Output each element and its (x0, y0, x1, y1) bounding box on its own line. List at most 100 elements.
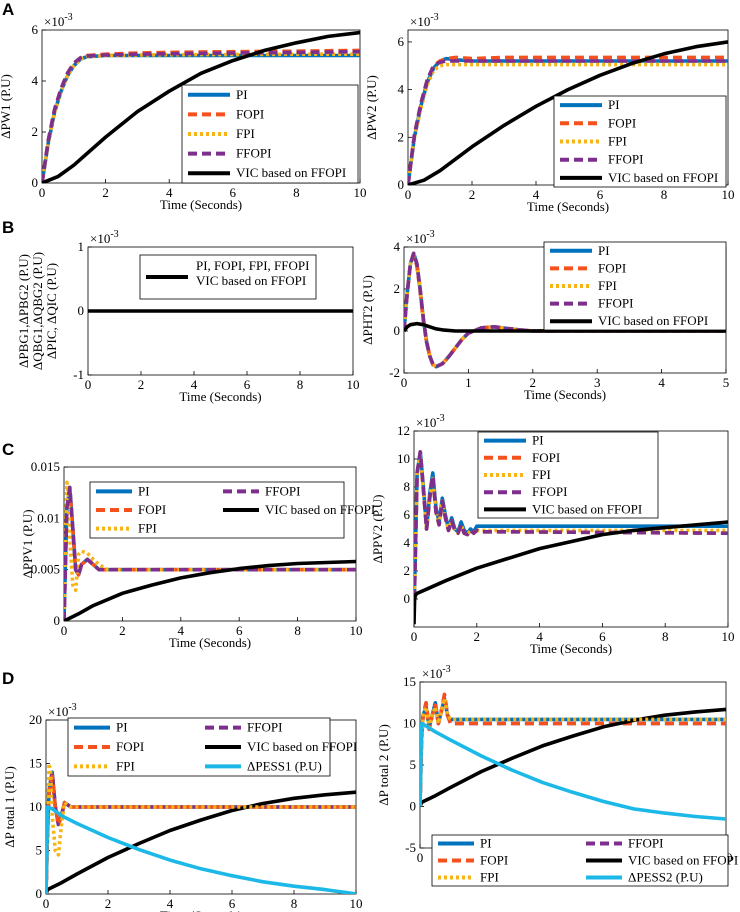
y-tick-label: 4 (394, 239, 401, 254)
x-tick-label: 8 (297, 377, 304, 392)
axis-exponent: ×10-3 (48, 702, 77, 719)
x-tick-label: 8 (294, 623, 301, 638)
y-tick-label: 0 (394, 323, 401, 338)
x-tick-label: 1 (465, 375, 472, 390)
legend-label: VIC based on FFOPI (265, 502, 375, 517)
x-tick-label: 0 (417, 850, 424, 865)
x-tick-label: 8 (662, 629, 669, 644)
x-tick-label: 0 (411, 629, 418, 644)
legend-label: PI, FOPI, FPI, FFOPI (196, 258, 309, 273)
y-tick-label: 0 (32, 175, 39, 190)
y-tick-label: 4 (398, 82, 405, 97)
y-axis-label: ΔPHT2 (P.U) (360, 275, 375, 345)
legend-label: FFOPI (598, 296, 633, 311)
y-tick-label: 0 (404, 591, 411, 606)
axis-exponent-power: -3 (110, 229, 118, 240)
series-line (414, 522, 728, 624)
legend-label: FPI (116, 758, 135, 773)
legend-label: PI (532, 433, 544, 448)
y-tick-label: 5 (410, 757, 417, 772)
x-tick-label: 8 (291, 896, 298, 911)
legend-label: PI (116, 720, 128, 735)
x-tick-label: 2 (102, 185, 109, 200)
legend-label: FFOPI (265, 483, 300, 498)
legend-label: VIC based on FFOPI (196, 273, 306, 288)
x-tick-label: 0 (61, 623, 68, 638)
y-tick-label: -5 (405, 840, 416, 855)
chart-b2: 0 1 2 3 4 5-2024×10-3Time (Seconds)ΔPHT2 (P.U… (360, 229, 729, 402)
legend-label: PI (236, 87, 248, 102)
axis-exponent: ×10-3 (410, 12, 439, 29)
x-tick-label: 5 (723, 375, 730, 390)
y-tick-label: 2 (394, 281, 401, 296)
x-axis-label: Time (Seconds) (160, 908, 242, 912)
x-tick-label: 10 (347, 377, 360, 392)
x-tick-label: 8 (293, 185, 300, 200)
y-axis-label: ΔPW2 (P.U) (364, 75, 379, 140)
axis-exponent-power: -3 (430, 12, 438, 23)
legend-label: FFOPI (236, 146, 271, 161)
series-line (46, 772, 356, 894)
y-tick-label: 6 (32, 22, 39, 37)
y-axis-label: ΔQBG1,ΔQBG2 (P.U) (30, 252, 45, 370)
y-tick-label: 10 (403, 716, 416, 731)
series-line (420, 695, 726, 807)
x-tick-label: 10 (354, 185, 367, 200)
legend-label: FOPI (116, 739, 144, 754)
y-tick-label: -1 (73, 367, 84, 382)
legend-label: FOPI (598, 260, 626, 275)
y-tick-label: 0 (36, 886, 43, 901)
x-axis-label: Time (Seconds) (160, 197, 242, 212)
legend-label: FOPI (480, 853, 508, 868)
axis-exponent: ×10-3 (422, 664, 451, 681)
y-axis-label: ΔP total 2 (P.U) (376, 724, 391, 806)
y-tick-label: 0 (410, 799, 417, 814)
x-tick-label: 10 (350, 896, 363, 911)
legend-label: VIC based on FFOPI (628, 853, 738, 868)
legend-label: VIC based on FFOPI (598, 313, 708, 328)
y-tick-label: 2 (32, 124, 39, 139)
legend-label: VIC based on FFOPI (236, 165, 346, 180)
x-axis-label: Time (Seconds) (530, 641, 612, 656)
legend-label: FOPI (608, 115, 636, 130)
x-tick-label: 10 (722, 187, 735, 202)
axis-exponent-power: -3 (426, 229, 434, 240)
panel-letter-c: C (2, 440, 14, 459)
x-axis-label: Time (Seconds) (179, 389, 261, 404)
x-tick-label: 2 (474, 629, 481, 644)
x-tick-label: 10 (350, 623, 363, 638)
y-tick-label: 0.015 (31, 459, 60, 474)
y-tick-label: 0 (78, 303, 85, 318)
figure: A B C D 0 2 4 6 8 100246×10-3Time (Seconds)ΔP… (0, 0, 740, 912)
x-tick-label: 4 (658, 375, 665, 390)
y-tick-label: 4 (32, 73, 39, 88)
axis-exponent-power: -3 (436, 413, 444, 424)
plot-frame (420, 682, 726, 848)
axis-exponent: ×10-3 (90, 229, 119, 246)
legend-label: FPI (480, 870, 499, 885)
y-axis-label: ΔPBG1,ΔPBG2 (P.U) (16, 254, 31, 368)
y-tick-label: 12 (397, 423, 410, 438)
x-tick-label: 0 (401, 375, 408, 390)
y-tick-label: 20 (29, 712, 42, 727)
x-tick-label: 10 (722, 629, 735, 644)
y-tick-label: -2 (389, 365, 400, 380)
legend-label: FPI (598, 278, 617, 293)
y-tick-label: 4 (404, 535, 411, 550)
y-tick-label: 2 (404, 563, 411, 578)
y-axis-label: ΔP total 1 (P.U) (2, 766, 17, 848)
axis-exponent: ×10-3 (44, 12, 73, 29)
y-axis-label: ΔPPV2 (P.U) (370, 494, 385, 563)
panel-letter-b: B (2, 218, 14, 237)
x-tick-label: 8 (661, 187, 668, 202)
x-tick-label: 2 (119, 623, 126, 638)
x-axis-label: Time (Seconds) (527, 199, 609, 214)
x-tick-label: 2 (469, 187, 476, 202)
y-tick-label: 5 (36, 843, 43, 858)
chart-a2: 0 2 4 6 8 100246×10-3Time (Seconds)ΔPW2 (P.U)… (364, 12, 735, 214)
y-axis-label: ΔPW1 (P.U) (0, 74, 13, 139)
legend-label: FFOPI (247, 720, 282, 735)
